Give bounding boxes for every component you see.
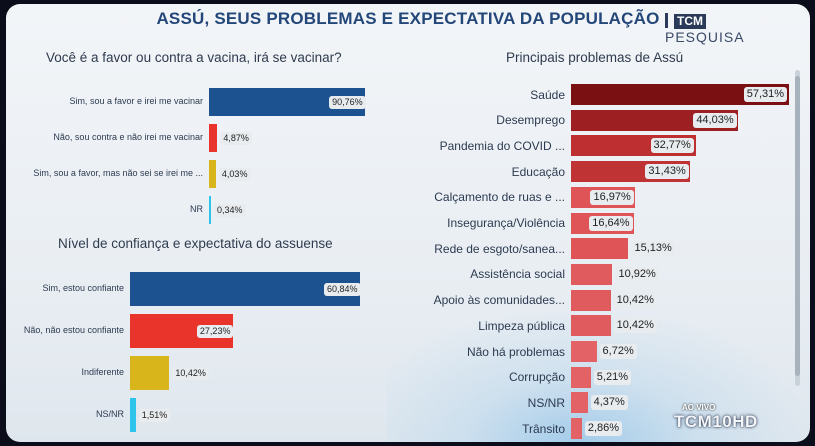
value-label-inseguranca-violencia: 16,64%	[589, 215, 633, 231]
bar-transito	[571, 418, 582, 440]
tcm-pesquisa-logo: TCMPESQUISA	[665, 13, 785, 45]
scrollbar-thumb[interactable]	[795, 76, 800, 376]
category-label-ns-nr: NS/NR	[527, 395, 565, 410]
category-label-nr: NR	[190, 204, 203, 214]
value-label-indiferente: 10,42%	[172, 366, 209, 380]
logo-divider	[665, 13, 668, 28]
value-label-nao-sou-contra-e-nao-irei-me-vacinar: 4,87%	[220, 131, 252, 145]
problems-chart-title: Principais problemas de Assú	[506, 50, 684, 65]
category-label-calcamento-de-ruas-e: Calçamento de ruas e ...	[434, 190, 565, 205]
category-label-nao-nao-estou-confiante: Não, não estou confiante	[23, 325, 124, 335]
value-label-ns-nr: 4,37%	[590, 395, 628, 411]
category-label-indiferente: Indiferente	[81, 367, 124, 377]
value-label-ns-nr: 1,51%	[138, 408, 171, 422]
category-label-desemprego: Desemprego	[496, 113, 565, 128]
live-label: AO VIVO	[682, 403, 716, 412]
category-label-rede-de-esgoto-sanea: Rede de esgoto/sanea...	[434, 241, 565, 256]
bar-indiferente	[130, 356, 170, 390]
value-label-saude: 57,31%	[743, 87, 788, 102]
bar-nao-sou-contra-e-nao-irei-me-vacinar	[209, 124, 218, 152]
category-label-corrupcao: Corrupção	[508, 370, 565, 385]
category-label-ns-nr: NS/NR	[95, 409, 124, 419]
value-label-apoio-as-comunidades: 10,42%	[613, 292, 657, 308]
category-label-sim-sou-a-favor-mas-nao-sei-se-irei-me: Sim, sou a favor, mas não sei se irei me…	[33, 168, 203, 178]
value-label-nao-nao-estou-confiante: 27,23%	[196, 324, 234, 338]
bar-corrupcao	[571, 366, 591, 388]
bar-sim-sou-a-favor-mas-nao-sei-se-irei-me	[209, 160, 216, 188]
category-label-sim-estou-confiante: Sim, estou confiante	[42, 283, 124, 293]
value-label-nao-ha-problemas: 6,72%	[599, 344, 637, 359]
category-label-educacao: Educação	[511, 164, 565, 179]
value-label-calcamento-de-ruas-e: 16,97%	[590, 189, 634, 205]
value-label-nr: 0,34%	[214, 203, 246, 217]
value-label-transito: 2,86%	[584, 421, 623, 437]
value-label-sim-sou-a-favor-e-irei-me-vacinar: 90,76%	[329, 95, 366, 109]
channel-logo: TCM10HD	[674, 412, 758, 431]
value-label-corrupcao: 5,21%	[593, 369, 631, 385]
bar-saude	[571, 84, 789, 105]
category-label-transito: Trânsito	[522, 421, 565, 436]
category-label-sim-sou-a-favor-e-irei-me-vacinar: Sim, sou a favor e irei me vacinar	[69, 96, 203, 106]
bar-assistencia-social	[571, 263, 613, 285]
chart-panel: ASSÚ, SEUS PROBLEMAS E EXPECTATIVA DA PO…	[6, 4, 810, 442]
bar-apoio-as-comunidades	[571, 289, 611, 311]
value-label-assistencia-social: 10,92%	[615, 266, 659, 282]
value-label-rede-de-esgoto-sanea: 15,13%	[631, 241, 675, 257]
category-label-apoio-as-comunidades: Apoio às comunidades...	[433, 293, 565, 308]
value-label-sim-sou-a-favor-mas-nao-sei-se-irei-me: 4,03%	[218, 167, 251, 181]
logo-pesquisa: PESQUISA	[665, 29, 745, 45]
confidence-chart-title: Nível de confiança e expectativa do assu…	[58, 236, 333, 251]
category-label-nao-sou-contra-e-nao-irei-me-vacinar: Não, sou contra e não irei me vacinar	[53, 132, 203, 142]
logo-tcm: TCM	[674, 14, 706, 29]
category-label-saude: Saúde	[530, 87, 565, 102]
category-label-nao-ha-problemas: Não há problemas	[466, 344, 565, 359]
bar-sim-estou-confiante	[130, 272, 360, 306]
value-label-desemprego: 44,03%	[693, 112, 737, 128]
value-label-pandemia-do-covid: 32,77%	[650, 138, 694, 154]
bar-ns-nr	[571, 392, 588, 414]
bar-limpeza-publica	[571, 315, 611, 337]
category-label-limpeza-publica: Limpeza pública	[478, 318, 565, 333]
bar-ns-nr	[130, 398, 136, 432]
bar-nao-ha-problemas	[571, 341, 597, 362]
value-label-sim-estou-confiante: 60,84%	[323, 282, 361, 296]
bar-rede-de-esgoto-sanea	[571, 238, 629, 260]
bar-nr	[209, 196, 211, 224]
value-label-educacao: 31,43%	[645, 164, 689, 180]
category-label-inseguranca-violencia: Insegurança/Violência	[447, 216, 565, 230]
category-label-pandemia-do-covid: Pandemia do COVID ...	[439, 138, 565, 153]
value-label-limpeza-publica: 10,42%	[613, 318, 657, 334]
vaccine-chart-title: Você é a favor ou contra a vacina, irá s…	[46, 50, 342, 65]
page-title: ASSÚ, SEUS PROBLEMAS E EXPECTATIVA DA PO…	[156, 9, 660, 28]
category-label-assistencia-social: Assistência social	[470, 267, 565, 282]
